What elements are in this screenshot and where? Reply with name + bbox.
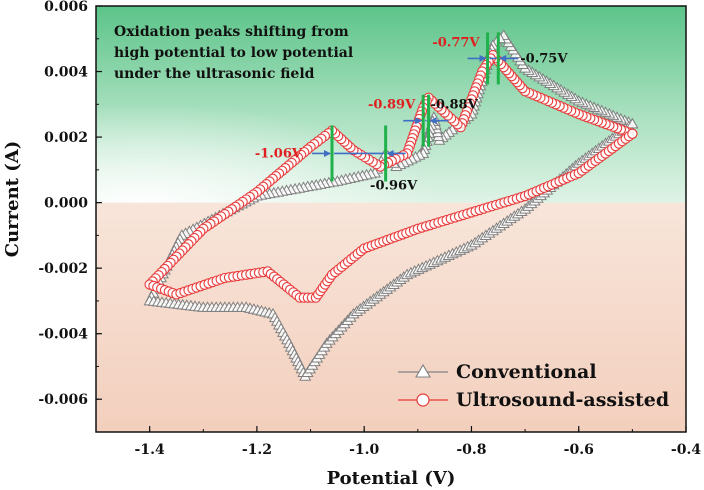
y-tick-label: -0.002 <box>38 261 88 277</box>
annotation-layer: -1.06V -0.96V -0.89V -0.88V -0.77V -0.75V <box>255 32 568 193</box>
shift-arrowhead <box>499 54 507 62</box>
x-tick-label: -1.0 <box>349 442 379 458</box>
annotation-note: Oxidation peaks shifting from high poten… <box>114 24 353 82</box>
plot-frame <box>95 5 687 433</box>
x-axis-title: Potential (V) <box>327 468 456 489</box>
shift-arrowhead <box>386 149 394 157</box>
series-layer <box>143 29 639 381</box>
y-tick-label: 0.004 <box>44 65 88 81</box>
peak-label-conventional: -0.96V <box>370 178 418 193</box>
y-tick-label: 0.006 <box>44 0 88 15</box>
shift-arrowhead <box>324 149 331 157</box>
note-line: under the ultrasonic field <box>114 66 315 82</box>
legend-symbol-conventional <box>398 363 448 378</box>
shift-arrowhead <box>429 117 437 125</box>
y-axis-title: Current (A) <box>2 141 23 258</box>
x-tick-label: -1.4 <box>135 442 165 458</box>
legend-label-ultrasound: Ultrosound-assisted <box>456 389 669 411</box>
y-tick-label: 0.002 <box>44 130 88 146</box>
peak-label-ultrasound: -1.06V <box>255 146 303 161</box>
data-point <box>627 128 638 139</box>
y-tick-label: -0.004 <box>38 327 88 343</box>
y-tick-labels: -0.006 -0.004 -0.002 0.000 0.002 0.004 0.006 <box>38 0 88 408</box>
shift-arrowhead <box>479 54 487 62</box>
peak-label-ultrasound: -0.89V <box>368 98 416 113</box>
x-tick-label: -0.8 <box>456 442 486 458</box>
x-tick-label: -0.4 <box>671 442 701 458</box>
x-tick-labels: -1.4 -1.2 -1.0 -0.8 -0.6 -0.4 <box>135 442 702 458</box>
legend-marker <box>415 363 431 378</box>
peak-label-conventional: -0.88V <box>431 98 479 113</box>
axis-ticks <box>95 5 687 433</box>
legend-label-conventional: Conventional <box>456 361 597 383</box>
x-tick-label: -0.6 <box>564 442 594 458</box>
note-line: high potential to low potential <box>114 45 353 61</box>
shift-arrowhead <box>415 117 423 125</box>
y-tick-label: -0.006 <box>38 392 88 408</box>
series-ultrasound <box>144 50 638 303</box>
data-point <box>626 117 639 129</box>
note-line: Oxidation peaks shifting from <box>114 24 349 40</box>
y-tick-label: 0.000 <box>44 196 88 212</box>
peak-label-conventional: -0.75V <box>520 51 568 66</box>
legend-marker <box>416 393 430 407</box>
legend-symbol-ultrasound <box>398 393 448 407</box>
x-tick-label: -1.2 <box>242 442 272 458</box>
peak-label-ultrasound: -0.77V <box>432 35 480 50</box>
legend: Conventional Ultrosound-assisted <box>398 361 669 411</box>
